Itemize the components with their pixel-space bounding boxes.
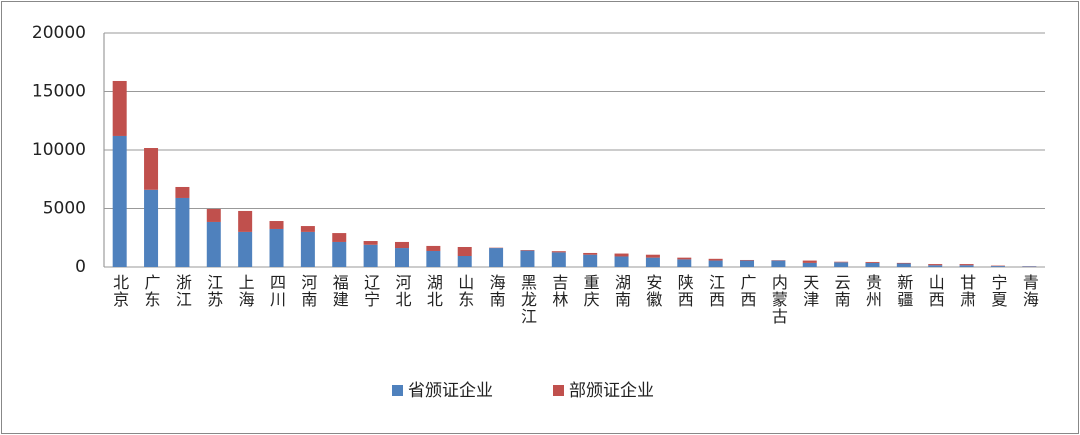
bar-segment — [300, 226, 315, 232]
x-tick-label: 上海 — [236, 274, 255, 308]
bar-segment — [300, 231, 315, 267]
bar-segment — [990, 266, 1005, 267]
x-tick-label: 重庆 — [581, 274, 600, 308]
bar-segment — [896, 263, 911, 267]
legend-swatch — [392, 385, 403, 396]
bar-segment — [677, 257, 692, 260]
bar-segment — [175, 186, 190, 198]
bar-segment — [959, 264, 974, 266]
x-tick-label: 四川 — [267, 274, 286, 308]
x-tick-label: 海南 — [487, 274, 506, 308]
bar-segment — [583, 252, 598, 255]
bar-segment — [740, 260, 755, 267]
x-tick-label: 河南 — [298, 274, 317, 308]
legend-label: 部颁证企业 — [569, 381, 654, 401]
y-tick-label: 20000 — [32, 23, 86, 43]
legend-label: 省颁证企业 — [408, 381, 493, 401]
bar-segment — [708, 258, 723, 261]
x-tick-label: 贵州 — [863, 274, 882, 308]
bar-segment — [928, 264, 943, 266]
bar-segment — [238, 210, 253, 232]
bar-segment — [363, 244, 378, 267]
bar-segment — [614, 253, 629, 257]
bar-segment — [708, 260, 723, 267]
bar-segment — [206, 221, 221, 267]
bar-segment — [112, 80, 127, 136]
bar-segment — [551, 251, 566, 253]
bar-segment — [520, 250, 535, 267]
x-tick-label: 江苏 — [204, 274, 223, 308]
bar-segment — [740, 259, 755, 261]
bar-segment — [677, 259, 692, 267]
x-tick-label: 广西 — [738, 274, 757, 308]
bar-segment — [457, 256, 472, 267]
x-tick-label: 山西 — [926, 274, 945, 308]
bar-segment — [771, 260, 786, 267]
bar-segment — [551, 252, 566, 267]
y-tick-label: 10000 — [32, 140, 86, 160]
x-tick-label: 黑龙江 — [518, 274, 537, 325]
bar-segment — [457, 246, 472, 257]
bar-segment — [363, 241, 378, 245]
bar-segment — [332, 241, 347, 267]
bar-segment — [645, 254, 660, 258]
x-tick-label: 山东 — [455, 274, 474, 308]
x-tick-label: 湖北 — [424, 274, 443, 308]
x-tick-label: 内蒙古 — [769, 274, 788, 325]
x-tick-label: 天津 — [800, 274, 819, 308]
x-tick-label: 江西 — [706, 274, 725, 308]
x-tick-label: 广东 — [142, 274, 161, 308]
bar-segment — [520, 250, 535, 251]
bar-segment — [238, 231, 253, 267]
bar-segment — [332, 233, 347, 242]
bar-segment — [928, 265, 943, 267]
x-tick-label: 甘肃 — [957, 274, 976, 308]
bar-segment — [865, 261, 880, 263]
bar-segment — [394, 241, 409, 249]
bar-segment — [802, 260, 817, 263]
bar-segment — [112, 135, 127, 267]
bar-segment — [802, 262, 817, 267]
bar-segment — [834, 261, 849, 263]
bar-segment — [865, 262, 880, 267]
bar-segment — [426, 250, 441, 267]
x-tick-label: 云南 — [832, 274, 851, 308]
x-tick-label: 河北 — [392, 274, 411, 308]
bar-segment — [959, 265, 974, 267]
bar-segment — [614, 256, 629, 267]
bar-segment — [645, 257, 660, 267]
bar-segment — [144, 148, 159, 190]
x-tick-label: 辽宁 — [361, 274, 380, 308]
x-tick-label: 青海 — [1020, 274, 1039, 308]
bar-segment — [896, 262, 911, 264]
bar-segment — [269, 228, 284, 267]
bar-segment — [426, 245, 441, 251]
legend-swatch — [553, 385, 564, 396]
y-tick-label: 5000 — [43, 199, 86, 219]
bar-segment — [583, 254, 598, 267]
bar-segment — [144, 189, 159, 267]
x-tick-label: 浙江 — [173, 274, 192, 308]
x-tick-label: 福建 — [330, 274, 349, 308]
x-tick-label: 吉林 — [549, 274, 568, 308]
y-tick-label: 0 — [75, 257, 86, 277]
bar-segment — [834, 262, 849, 267]
x-tick-label: 湖南 — [612, 274, 631, 308]
bar-segment — [269, 221, 284, 229]
x-tick-label: 宁夏 — [988, 274, 1007, 308]
bar-segment — [489, 248, 504, 267]
x-tick-label: 安徽 — [643, 274, 662, 308]
bar-segment — [394, 248, 409, 267]
x-tick-label: 新疆 — [894, 274, 913, 308]
x-tick-label: 陕西 — [675, 274, 694, 308]
bar-segment — [175, 197, 190, 267]
x-tick-label: 北京 — [110, 274, 129, 308]
bar-segment — [206, 208, 221, 222]
bar-segment — [1022, 266, 1037, 267]
y-tick-label: 15000 — [32, 82, 86, 102]
